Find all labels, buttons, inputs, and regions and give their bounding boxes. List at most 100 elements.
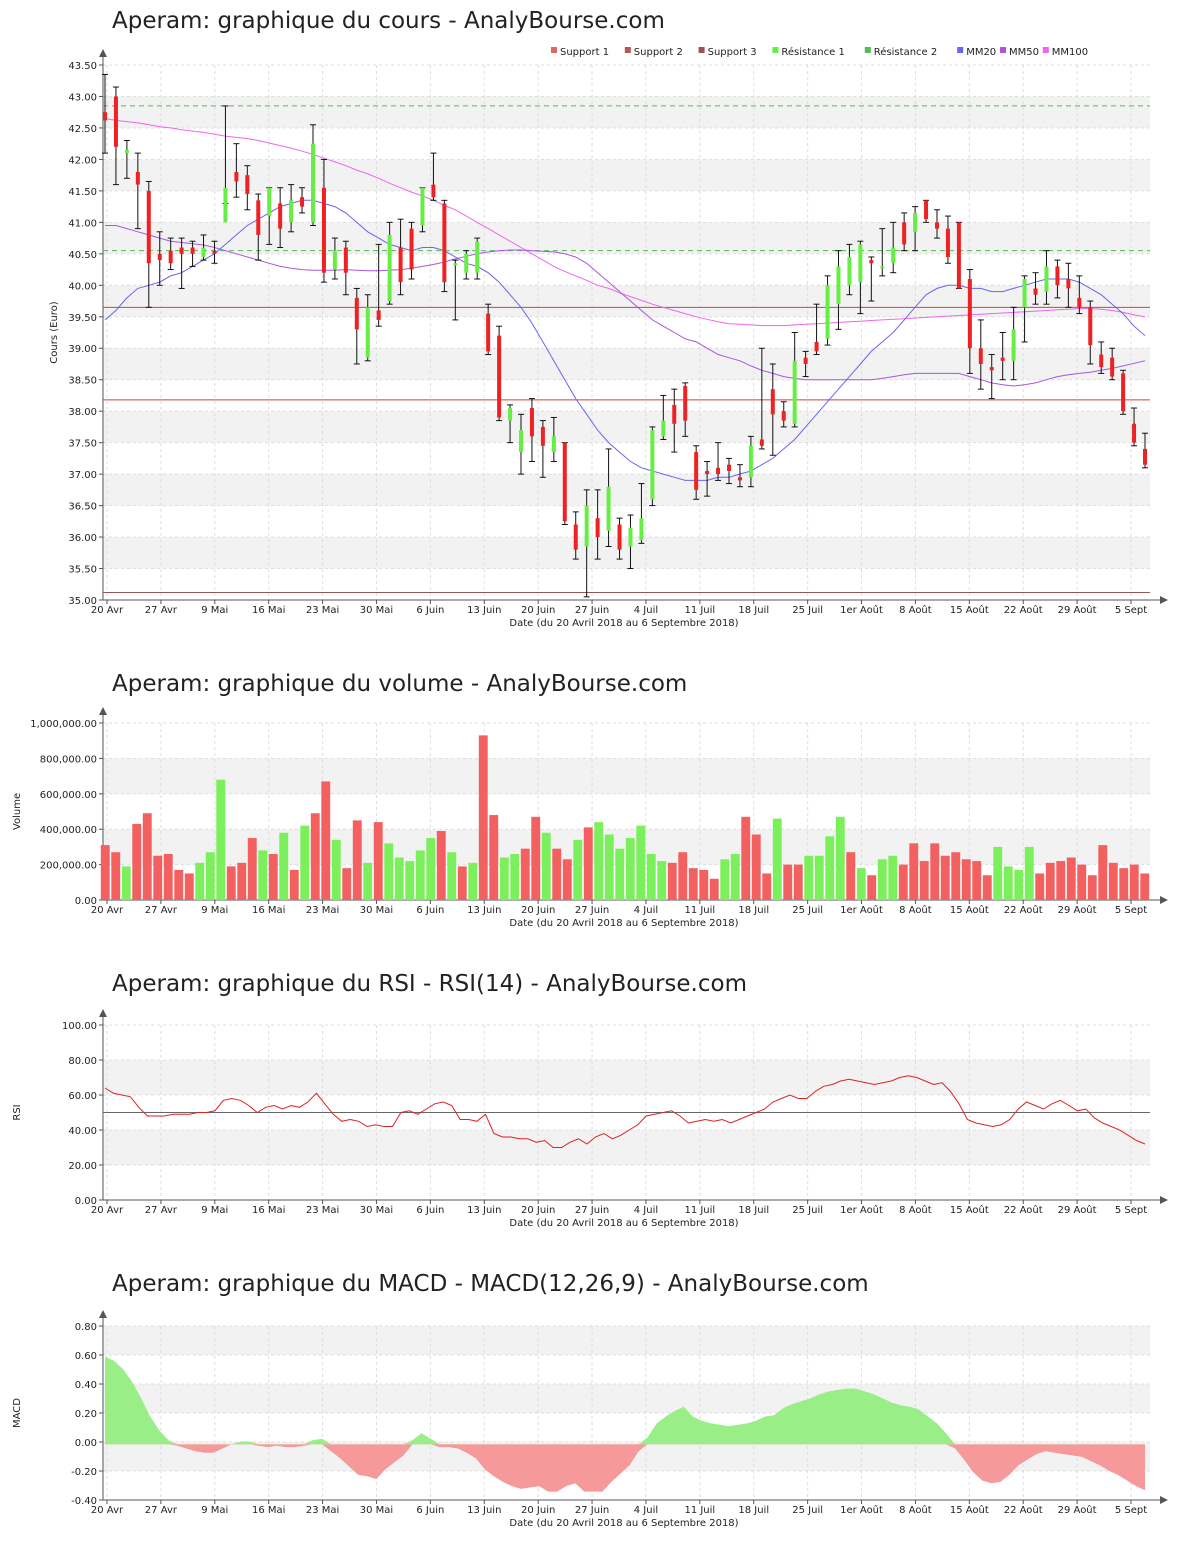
candle-body	[694, 452, 699, 490]
rsi-x-tick-label: 27 Avr	[145, 1205, 178, 1216]
volume-bar	[520, 848, 530, 900]
candle-body	[1077, 297, 1082, 308]
candle-body	[223, 187, 228, 223]
candle-body	[475, 241, 480, 273]
volume-bar	[1056, 861, 1066, 900]
candle-body	[606, 486, 611, 531]
price-x-tick-label: 27 Avr	[145, 605, 178, 616]
price-band	[103, 411, 1150, 443]
volume-bar	[363, 862, 373, 900]
volume-bar	[909, 843, 919, 900]
legend-label: Support 2	[634, 47, 683, 58]
candle-body	[1088, 307, 1093, 346]
volume-bar	[216, 779, 226, 900]
candle-body	[431, 184, 436, 198]
volume-x-tick-label: 20 Juin	[521, 905, 555, 916]
volume-bar	[310, 813, 320, 900]
price-x-tick-label: 29 Août	[1058, 604, 1097, 616]
legend-swatch	[1000, 47, 1006, 53]
volume-bar	[1035, 873, 1045, 900]
candle-body	[792, 360, 797, 424]
volume-chart-panel: Aperam: graphique du volume - AnalyBours…	[0, 663, 1200, 943]
candle-body	[519, 430, 523, 453]
volume-bar	[835, 816, 845, 900]
price-x-axis-title: Date (du 20 Avril 2018 au 6 Septembre 20…	[509, 618, 738, 629]
macd-y-tick-label: 0.40	[75, 1380, 97, 1391]
rsi-chart-title: Aperam: graphique du RSI - RSI(14) - Ana…	[112, 971, 747, 997]
candle-body	[157, 253, 162, 261]
macd-y-tick-label: 0.80	[75, 1322, 97, 1333]
volume-x-tick-label: 30 Mai	[360, 905, 393, 916]
price-x-tick-label: 4 Juil	[634, 605, 658, 616]
rsi-y-tick-label: 80.00	[68, 1056, 97, 1067]
price-y-tick-label: 43.50	[68, 61, 97, 72]
candle-body	[803, 357, 808, 364]
candle-body	[113, 96, 118, 147]
macd-x-tick-label: 11 Juil	[684, 1505, 715, 1516]
candle-body	[935, 222, 939, 229]
volume-bar	[174, 869, 184, 900]
volume-x-tick-label: 9 Mai	[201, 905, 228, 916]
price-x-tick-label: 11 Juil	[684, 605, 715, 616]
candle-body	[1022, 279, 1027, 308]
candle-body	[1066, 279, 1071, 289]
macd-x-tick-label: 13 Juin	[467, 1505, 501, 1516]
volume-bar	[982, 875, 992, 900]
price-x-tick-label: 25 Juil	[792, 605, 823, 616]
volume-bar	[457, 866, 467, 900]
volume-bar	[741, 816, 751, 900]
price-y-tick-label: 36.50	[68, 502, 97, 513]
price-x-tick-label: 1er Août	[840, 604, 883, 616]
price-x-tick-label: 15 Août	[950, 604, 989, 616]
candle-body	[902, 222, 907, 245]
volume-x-tick-label: 4 Juil	[634, 905, 658, 916]
price-x-tick-label: 8 Août	[899, 604, 932, 616]
volume-bar	[384, 843, 394, 900]
volume-bar	[1129, 864, 1139, 900]
legend-swatch	[772, 47, 779, 53]
macd-y-tick-label: 0.60	[75, 1351, 97, 1362]
volume-bar	[373, 822, 383, 900]
rsi-y-axis-arrow	[99, 1009, 107, 1017]
candle-body	[453, 263, 458, 266]
candle-body	[748, 445, 753, 478]
volume-bar	[489, 815, 499, 900]
volume-bar	[1024, 846, 1034, 900]
candle-body	[562, 442, 567, 522]
macd-x-tick-label: 16 Mai	[252, 1505, 285, 1516]
legend-swatch	[624, 47, 631, 53]
price-y-axis-arrow	[99, 49, 107, 57]
candle-body	[825, 285, 830, 339]
candle-body	[365, 307, 370, 358]
volume-bar	[111, 852, 121, 900]
volume-bar	[846, 852, 856, 900]
volume-x-tick-label: 13 Juin	[467, 905, 501, 916]
candle-body	[135, 172, 140, 185]
rsi-x-tick-label: 1er Août	[840, 1204, 883, 1216]
volume-chart: 0.00 200,000.00 400,000.00 600,000.00 800,00…	[12, 707, 1168, 929]
candle-body	[1132, 423, 1137, 443]
volume-bar	[226, 866, 236, 900]
candle-body	[529, 408, 534, 437]
volume-bar	[1098, 845, 1108, 900]
volume-bar	[1077, 864, 1087, 900]
volume-bar	[1066, 857, 1076, 900]
volume-x-tick-label: 27 Avr	[145, 905, 178, 916]
candle-body	[639, 518, 644, 541]
volume-y-tick-label: 800,000.00	[40, 754, 97, 765]
macd-x-tick-label: 4 Juil	[634, 1505, 658, 1516]
rsi-x-tick-label: 15 Août	[950, 1204, 989, 1216]
volume-bar	[268, 853, 278, 900]
rsi-x-tick-label: 6 Juin	[416, 1205, 444, 1216]
volume-y-tick-label: 400,000.00	[40, 825, 97, 836]
candle-body	[1121, 373, 1126, 412]
legend-swatch	[864, 47, 871, 53]
price-y-tick-label: 42.00	[68, 155, 97, 166]
rsi-chart-panel: Aperam: graphique du RSI - RSI(14) - Ana…	[0, 963, 1200, 1243]
candle-body	[300, 197, 305, 207]
volume-bar	[825, 836, 835, 900]
candle-body	[737, 477, 742, 481]
volume-bar	[930, 843, 940, 900]
candle-body	[1044, 266, 1049, 292]
price-band	[103, 96, 1150, 128]
